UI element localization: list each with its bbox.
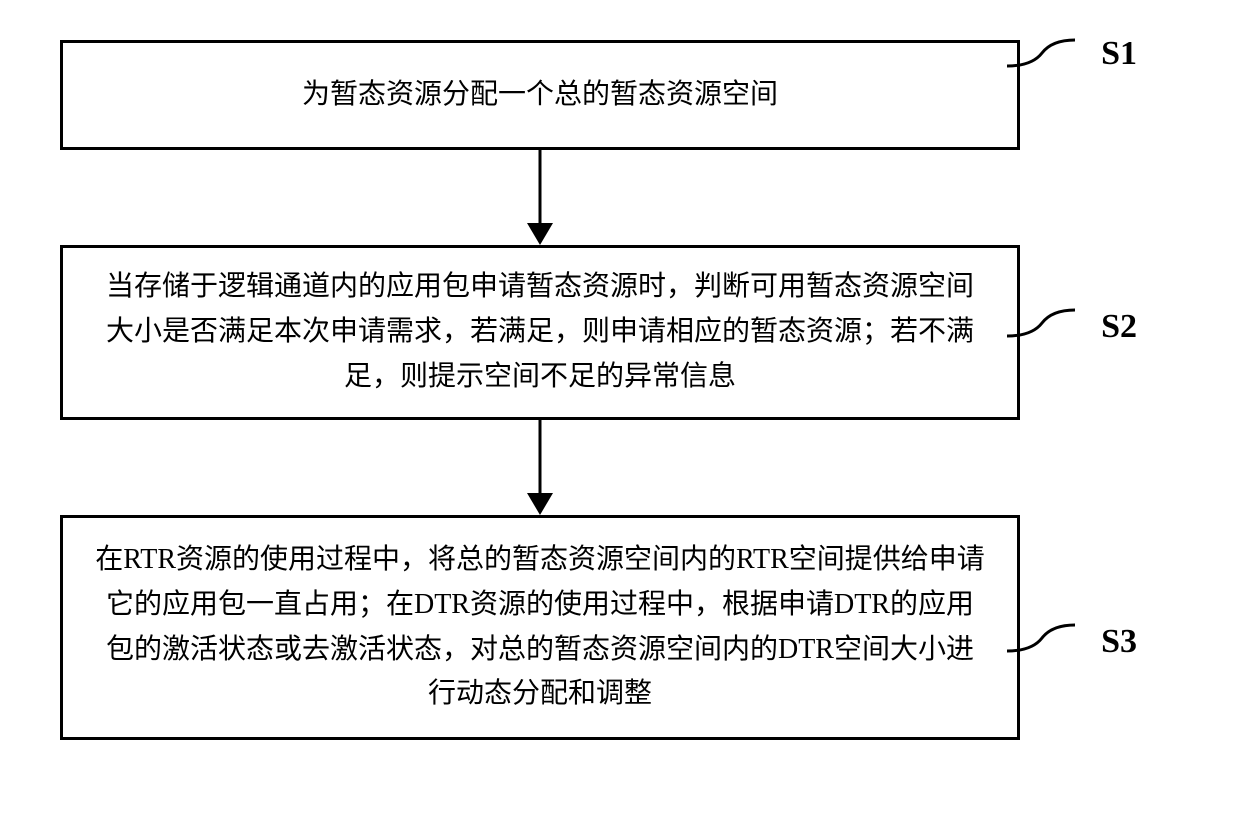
step-label-s3: S3 bbox=[1101, 623, 1137, 661]
flowchart-container: 为暂态资源分配一个总的暂态资源空间 S1 当存储于逻辑通道内的应用包申请暂态资源… bbox=[60, 40, 1180, 740]
arrow-s1-s2 bbox=[60, 150, 1020, 245]
arrow-head-icon bbox=[527, 493, 553, 515]
step-s1-text: 为暂态资源分配一个总的暂态资源空间 bbox=[272, 55, 808, 136]
step-label-s1: S1 bbox=[1101, 35, 1137, 73]
label-connector-s3 bbox=[1007, 623, 1077, 673]
arrow-line bbox=[539, 420, 542, 495]
step-s1: 为暂态资源分配一个总的暂态资源空间 S1 bbox=[60, 40, 1020, 150]
arrow-line bbox=[539, 150, 542, 225]
step-s3: 在RTR资源的使用过程中，将总的暂态资源空间内的RTR空间提供给申请它的应用包一… bbox=[60, 515, 1020, 740]
arrow-head-icon bbox=[527, 223, 553, 245]
label-connector-s1 bbox=[1007, 38, 1077, 88]
label-connector-s2 bbox=[1007, 308, 1077, 358]
arrow-s2-s3 bbox=[60, 420, 1020, 515]
step-s3-text: 在RTR资源的使用过程中，将总的暂态资源空间内的RTR空间提供给申请它的应用包一… bbox=[63, 520, 1017, 735]
step-s2-text: 当存储于逻辑通道内的应用包申请暂态资源时，判断可用暂态资源空间大小是否满足本次申… bbox=[63, 247, 1017, 417]
step-label-s2: S2 bbox=[1101, 308, 1137, 346]
step-s2: 当存储于逻辑通道内的应用包申请暂态资源时，判断可用暂态资源空间大小是否满足本次申… bbox=[60, 245, 1020, 420]
